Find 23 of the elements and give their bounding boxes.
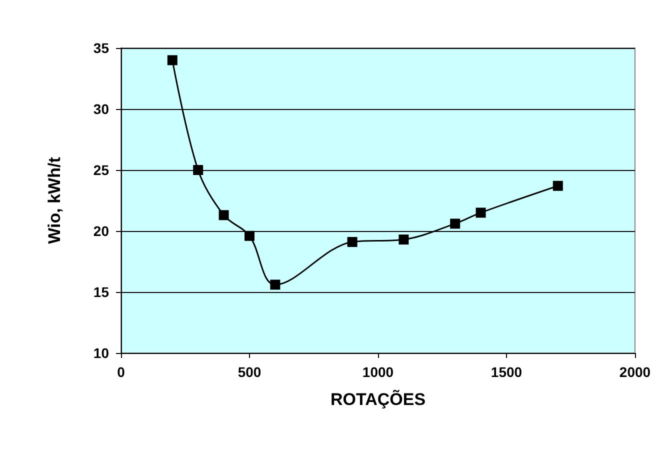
y-tick-label: 15 — [93, 284, 110, 300]
point — [167, 55, 178, 66]
y-tick-label: 25 — [93, 162, 110, 178]
point — [244, 230, 254, 241]
point — [450, 218, 460, 229]
y-axis-title: Wio, kWh/t — [45, 156, 64, 244]
y-tick-label: 10 — [93, 345, 110, 361]
point — [398, 234, 409, 245]
y-tick-label: 20 — [93, 223, 110, 239]
x-tick-label: 500 — [238, 364, 262, 380]
x-tick-label: 0 — [117, 364, 126, 380]
point — [193, 165, 204, 175]
x-tick-label: 1000 — [362, 364, 394, 380]
point — [476, 208, 486, 218]
point — [218, 210, 229, 220]
point — [270, 280, 280, 290]
point — [347, 236, 358, 247]
point — [552, 180, 563, 191]
x-tick-label: 1500 — [490, 364, 522, 380]
y-tick-label: 30 — [93, 101, 110, 117]
x-axis-title: ROTAÇÕES — [330, 389, 426, 409]
x-tick-label: 2000 — [619, 364, 651, 380]
y-tick-label: 35 — [93, 40, 110, 56]
